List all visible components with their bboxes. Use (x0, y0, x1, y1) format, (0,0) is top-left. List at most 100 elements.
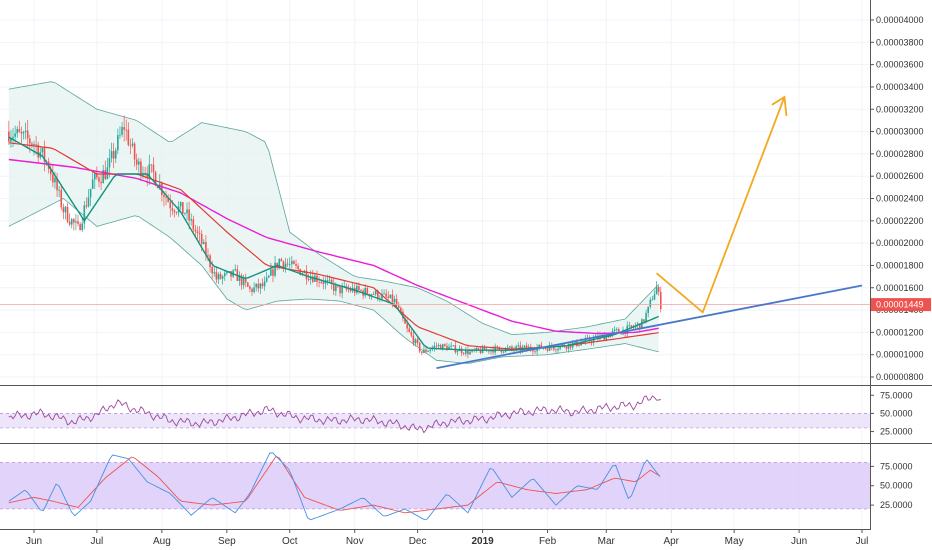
candle-body (297, 265, 299, 270)
candle-body (645, 312, 647, 322)
candle-body (131, 143, 134, 146)
time-axis-tick-label: Dec (409, 536, 427, 547)
candle-body (173, 210, 176, 213)
candle-body (274, 262, 276, 276)
candle-body (148, 164, 151, 179)
candle-body (64, 206, 67, 213)
candle-body (244, 278, 247, 283)
candle-body (479, 350, 482, 353)
candle-body (456, 351, 459, 353)
candle-body (435, 345, 438, 347)
candle-body (655, 287, 658, 295)
candle-body (286, 263, 289, 265)
candle-body (372, 294, 375, 296)
price-axis-tick-label: 0.00000800 (876, 372, 924, 382)
candle-body (613, 329, 616, 331)
candle-body (462, 353, 465, 354)
candle-body (416, 339, 419, 343)
price-axis-tick-label: 0.00003600 (876, 60, 924, 70)
time-axis-tick-label: Apr (663, 536, 679, 547)
last-price-badge-bg (871, 298, 931, 312)
candle-body (397, 305, 400, 308)
candle-body (20, 132, 23, 134)
stoch-d-line (8, 455, 660, 514)
candle-body (494, 346, 496, 353)
candle-body (548, 345, 551, 351)
candle-body (454, 345, 457, 353)
candle-body (280, 259, 283, 262)
candle-body (96, 173, 98, 178)
candle-body (385, 293, 387, 297)
candle-body (73, 219, 75, 223)
candle-body (330, 279, 333, 284)
candle-body (79, 223, 81, 231)
candle-body (91, 179, 94, 189)
candle-body (465, 349, 467, 354)
candle-body (33, 144, 35, 146)
candle-body (429, 349, 431, 351)
stoch-axis-tick-label: 50.0000 (880, 481, 913, 491)
candle-body (133, 143, 136, 160)
candle-body (511, 346, 513, 349)
price-axis-tick-label: 0.00002600 (876, 171, 924, 181)
candle-body (444, 344, 446, 346)
candle-body (70, 219, 73, 225)
candle-body (659, 291, 662, 310)
price-axis-tick-label: 0.00002800 (876, 149, 924, 159)
candle-body (467, 349, 469, 355)
price-axis-tick-label: 0.00004000 (876, 15, 924, 25)
price-axis-tick-label: 0.00001800 (876, 260, 924, 270)
candle-body (651, 299, 654, 301)
candle-body (299, 269, 302, 275)
candle-body (41, 147, 44, 153)
rsi-line (8, 395, 661, 434)
candle-body (184, 213, 186, 215)
candle-body (200, 233, 203, 244)
candle-body (22, 132, 25, 134)
candle-body (515, 346, 517, 350)
candle-body (251, 288, 253, 292)
rsi-series (8, 395, 661, 434)
candle-body (75, 221, 77, 223)
candle-body (272, 269, 274, 276)
time-axis-tick-label: Jul (90, 536, 103, 547)
candle-body (35, 144, 37, 145)
candle-body (523, 345, 526, 348)
candle-body (263, 281, 266, 287)
candle-body (360, 289, 362, 291)
candle-body (555, 349, 557, 351)
candle-body (561, 344, 564, 346)
candle-body (26, 130, 29, 139)
candle-body (532, 349, 534, 352)
time-axis-tick-label: 2019 (471, 536, 494, 547)
candle-body (420, 351, 423, 353)
candle-body (98, 177, 100, 182)
candle-body (328, 279, 331, 281)
price-axis-tick-label: 0.00001600 (876, 283, 924, 293)
candle-body (475, 348, 478, 351)
candle-body (186, 209, 188, 214)
candle-body (448, 346, 450, 350)
candle-body (446, 345, 448, 350)
price-axis-tick-label: 0.00002200 (876, 216, 924, 226)
time-axis-tick-label: Jun (26, 536, 42, 547)
candle-body (339, 286, 341, 294)
candle-body (60, 189, 63, 208)
candle-body (410, 331, 413, 336)
candle-body (509, 346, 511, 348)
candle-body (114, 150, 117, 159)
candle-body (259, 283, 262, 289)
candle-body (223, 273, 226, 277)
candle-body (307, 279, 310, 280)
time-axis-tick-label: Sep (218, 536, 236, 547)
candle-body (68, 221, 71, 225)
candle-body (54, 178, 56, 183)
candle-body (112, 151, 115, 159)
time-axis-tick-label: May (725, 536, 744, 547)
candle-body (295, 264, 297, 266)
candle-body (66, 206, 69, 222)
candle-body (525, 345, 528, 349)
candle-body (163, 195, 165, 197)
candle-body (412, 335, 415, 344)
bollinger-upper-line (8, 81, 659, 336)
